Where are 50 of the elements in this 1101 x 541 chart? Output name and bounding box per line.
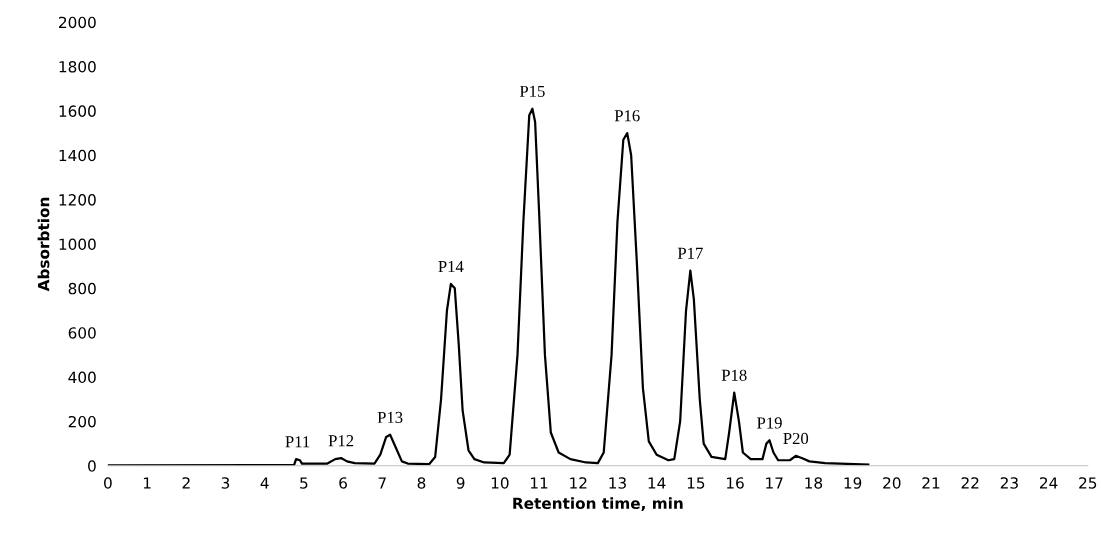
x-tick-label: 8 [417,477,426,489]
x-tick-label: 14 [648,477,666,489]
x-tick-label: 2 [182,477,190,489]
x-tick-label: 1 [143,477,151,489]
x-axis-title: Retention time, min [513,497,683,512]
x-tick-label: 22 [961,477,979,489]
x-tick-label: 16 [726,477,744,489]
annotation: P11 [285,436,310,448]
x-tick-label: 10 [491,477,509,489]
y-axis-title: Absorbtion [37,197,50,292]
x-tick-label: 4 [260,477,269,489]
x-tick-label: 25 [1079,477,1097,489]
x-tick-label: 6 [339,477,347,489]
y-tick-label: 200 [68,415,96,428]
line-series [107,107,870,466]
x-tick-label: 9 [456,477,465,489]
x-tick-label: 21 [922,477,940,489]
y-tick-label: 600 [68,327,96,339]
y-tick-label: 1800 [59,61,96,73]
x-tick-label: 7 [378,477,386,489]
x-tick-label: 0 [104,477,112,489]
x-tick-label: 13 [609,477,626,489]
x-tick-label: 5 [300,477,308,489]
x-tick-label: 3 [221,477,230,489]
y-tick-label: 1600 [59,105,96,117]
annotation: P14 [438,261,464,273]
x-tick-label: 23 [1000,477,1018,489]
y-tick-label: 2000 [59,16,96,29]
x-tick-label: 18 [805,477,823,489]
annotation: P19 [757,417,782,429]
x-tick-label: 20 [883,477,901,489]
annotation: P17 [677,247,703,259]
y-tick-label: 400 [68,371,96,384]
x-tick-label: 17 [766,477,783,489]
annotation: P16 [614,110,640,122]
x-tick-label: 24 [1039,477,1058,489]
y-tick-label: 0 [88,460,96,472]
x-tick-label: 11 [531,477,548,489]
annotation: P12 [328,435,354,447]
x-tick-label: 15 [687,477,705,489]
annotation: P15 [519,85,545,97]
y-tick-label: 800 [68,282,96,295]
y-tick-label: 1000 [59,238,96,251]
x-tick-label: 12 [570,477,587,489]
y-tick-label: 1200 [59,194,96,206]
annotation: P13 [377,411,403,424]
x-tick-label: 19 [844,477,862,489]
y-tick-label: 1400 [59,149,96,162]
annotation: P18 [721,369,747,381]
annotation: P20 [783,432,809,445]
